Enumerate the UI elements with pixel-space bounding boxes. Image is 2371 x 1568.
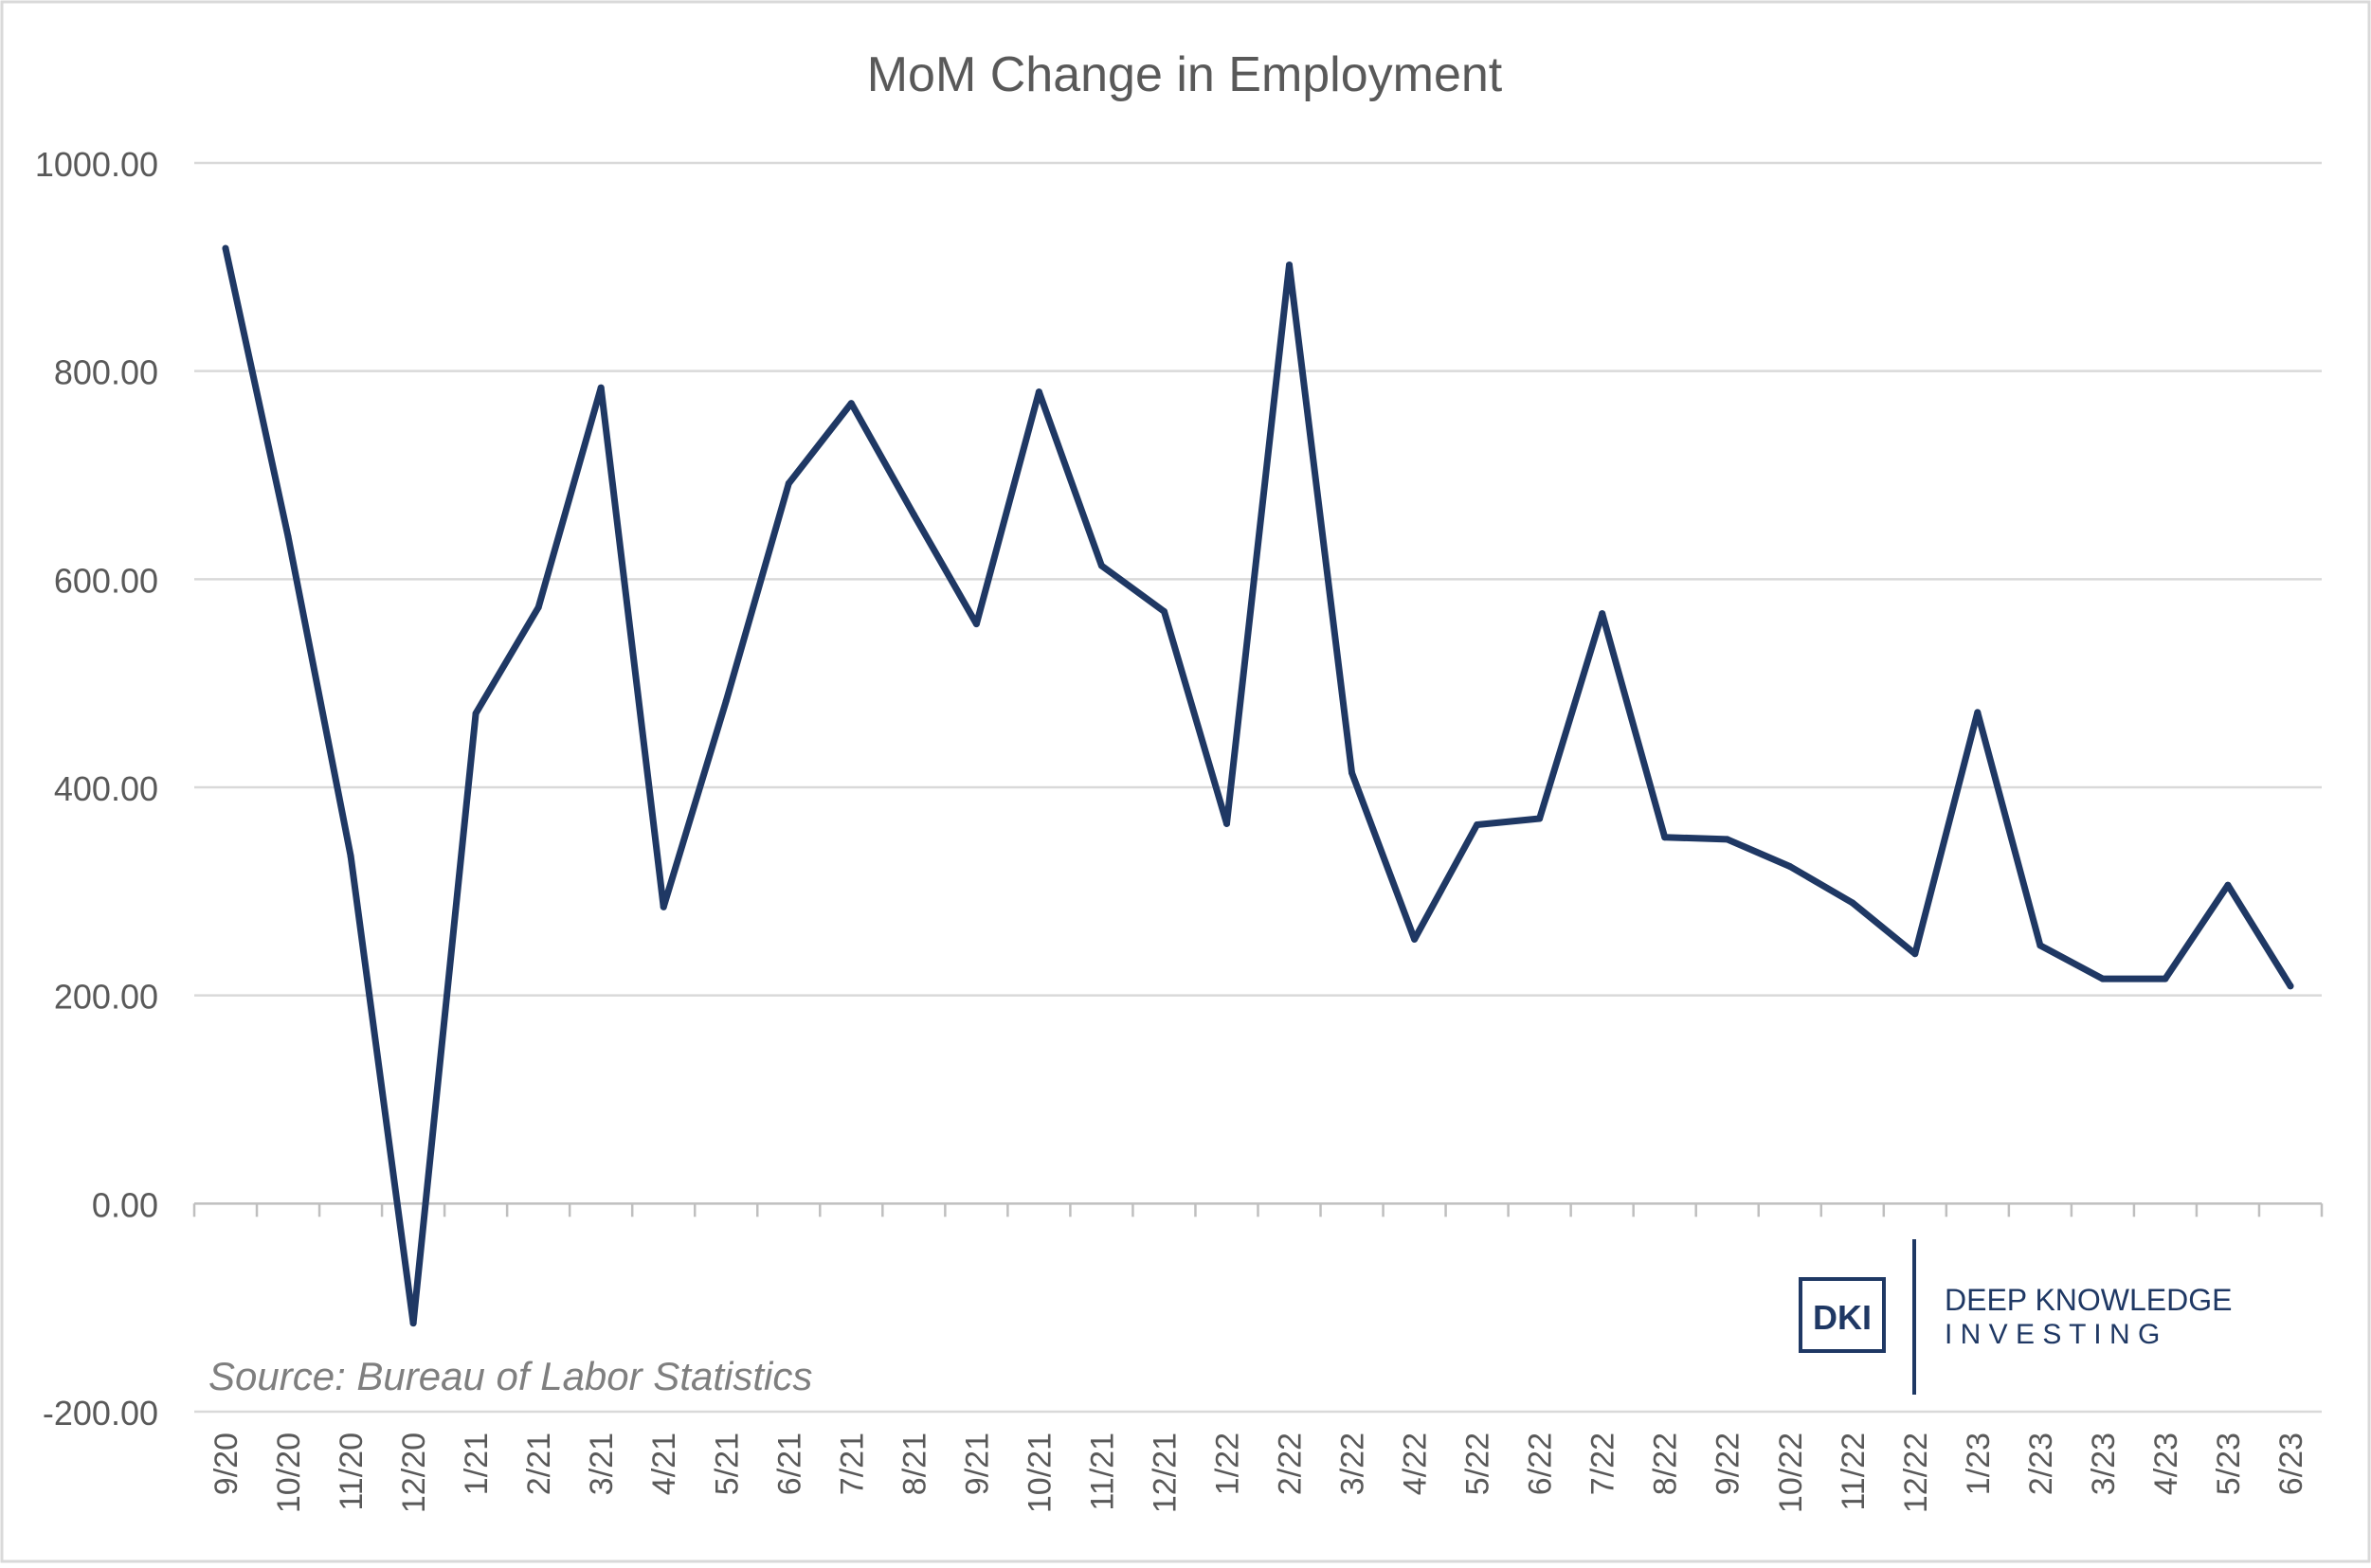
chart-title: MoM Change in Employment [867,47,1503,102]
data-point [2287,982,2294,990]
x-tick-label: 10/21 [1022,1433,1058,1513]
data-point [222,244,229,252]
data-point [1348,769,1356,777]
x-tick-label: 4/23 [2148,1433,2184,1495]
x-tick-label: 7/21 [834,1433,870,1495]
data-point [1599,610,1606,618]
y-tick-label: 400.00 [54,769,158,808]
x-axis-ticks: 9/20 10/20 11/20 12/20 1/21 2/21 3/21 4/21 5/21 6… [208,1433,2309,1513]
y-tick-label: 600.00 [54,561,158,600]
data-point [1474,821,1481,829]
x-tick-label: 12/20 [396,1433,432,1513]
dki-logo-line1: DEEP KNOWLEDGE [1945,1283,2232,1317]
x-tick-label: 11/20 [334,1433,370,1511]
y-tick-label: 0.00 [92,1185,158,1224]
data-point [597,384,605,391]
x-tick-label: 11/21 [1084,1433,1120,1511]
dki-logo-box [1799,1277,1886,1353]
data-point [347,852,354,859]
data-point [2224,881,2232,889]
x-tick-label: 6/22 [1523,1433,1559,1495]
x-tick-label: 6/21 [771,1433,807,1495]
y-tick-label: 200.00 [54,978,158,1017]
x-axis [192,1202,2324,1217]
data-point [284,532,292,540]
x-tick-label: 9/20 [208,1433,244,1495]
x-tick-label: 12/22 [1898,1433,1934,1513]
data-point [1724,836,1731,843]
data-point [1097,562,1105,569]
x-tick-label: 6/23 [2273,1433,2309,1495]
data-point [2099,975,2107,982]
x-tick-label: 5/22 [1460,1433,1496,1495]
data-point [409,1320,417,1327]
x-tick-label: 1/23 [1961,1433,1997,1495]
y-tick-label: 1000.00 [35,145,158,184]
x-tick-label: 3/23 [2086,1433,2122,1495]
series-layer [222,244,2294,1327]
data-point [1035,388,1042,396]
data-point [1849,899,1856,907]
data-point [1411,935,1419,943]
x-tick-label: 1/21 [459,1433,495,1495]
data-point [1911,950,1919,958]
x-tick-label: 11/22 [1836,1433,1872,1511]
data-point [1786,862,1794,870]
data-point [1222,820,1230,827]
x-tick-label: 4/22 [1398,1433,1434,1495]
x-tick-label: 3/22 [1335,1433,1371,1495]
data-point [722,697,730,705]
data-point [910,511,917,518]
data-point [2162,975,2169,982]
data-point [1974,709,1982,716]
data-point [534,604,542,611]
data-point [1286,261,1294,269]
gridlines [194,161,2322,1414]
x-tick-label: 10/20 [271,1433,307,1513]
source-annotation: Source: Bureau of Labor Statistics [208,1354,812,1398]
dki-logo-line2: I N V E S T I N G [1945,1319,2160,1350]
data-point [2036,942,2044,949]
x-tick-label: 5/21 [709,1433,745,1495]
x-tick-label: 4/21 [646,1433,682,1495]
data-point [972,621,980,628]
x-tick-label: 2/22 [1273,1433,1309,1495]
data-point [660,903,667,910]
y-tick-label: 800.00 [54,353,158,392]
y-axis-ticks: -200.00 0.00 200.00 400.00 600.00 800.00 1000.… [35,145,158,1433]
x-tick-label: 7/22 [1585,1433,1621,1495]
data-point [847,400,855,407]
x-tick-label: 2/21 [521,1433,557,1495]
data-point [1661,834,1669,841]
data-point [785,479,792,487]
x-tick-label: 5/23 [2211,1433,2247,1495]
x-tick-label: 8/22 [1648,1433,1684,1495]
x-tick-label: 1/22 [1209,1433,1245,1495]
y-tick-label: -200.00 [43,1394,158,1433]
data-point [1536,815,1544,822]
x-tick-label: 9/21 [959,1433,995,1495]
x-tick-label: 9/22 [1710,1433,1747,1495]
data-point [1160,607,1167,615]
x-tick-label: 2/23 [2023,1433,2059,1495]
x-tick-label: 8/21 [896,1433,932,1495]
x-tick-label: 10/22 [1773,1433,1809,1513]
dki-logo-mark: DKI [1813,1298,1872,1337]
x-tick-label: 3/21 [584,1433,620,1495]
dki-logo: DKI DEEP KNOWLEDGE I N V E S T I N G [1799,1239,2232,1395]
data-point [472,710,480,717]
series-line [222,244,2294,1327]
x-tick-label: 12/21 [1147,1433,1183,1513]
